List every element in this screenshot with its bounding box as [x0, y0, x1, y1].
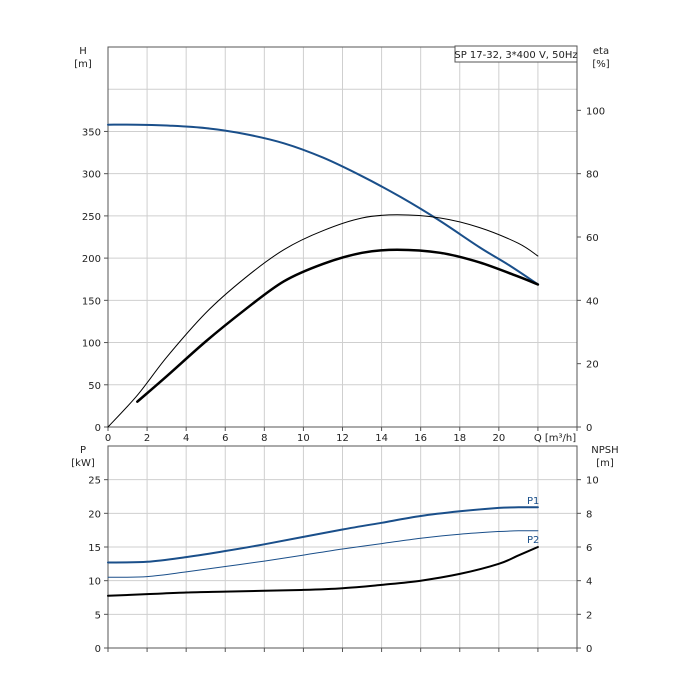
- left-tick-label: 50: [88, 381, 101, 392]
- top-series-line-2: [136, 248, 540, 403]
- p1-series-label: P1: [527, 496, 539, 507]
- left-tick-label: 200: [82, 254, 101, 265]
- bottom-left-axis-unit: [kW]: [71, 458, 95, 469]
- top-right-axis-unit: [%]: [592, 59, 609, 70]
- bottom-right-axis-unit: [m]: [596, 458, 614, 469]
- bottom-series: [107, 506, 539, 597]
- left-tick-label: 0: [95, 423, 101, 434]
- right-tick-label: 6: [586, 543, 592, 554]
- right-tick-label: 60: [586, 233, 599, 244]
- bottom-ticks: 0 5 10 15 20 25 0 2 4 6 8 10: [88, 476, 598, 655]
- x-tick-label: 18: [453, 433, 466, 444]
- left-tick-label: 10: [88, 577, 101, 588]
- top-ticks: 0 2 4 6 8 10 12 14 16 18 2005010015020025030035002…: [82, 106, 605, 444]
- right-tick-label: 20: [586, 360, 599, 371]
- x-tick-label: 10: [297, 433, 310, 444]
- bottom-left-axis-title: P: [80, 445, 86, 456]
- left-tick-label: 350: [82, 127, 101, 138]
- bottom-series-line-0: [107, 506, 539, 564]
- right-tick-label: 40: [586, 296, 599, 307]
- right-tick-label: 10: [586, 476, 599, 487]
- x-tick-label: 14: [375, 433, 388, 444]
- bottom-right-axis-title: NPSH: [591, 445, 618, 456]
- right-tick-label: 2: [586, 610, 592, 621]
- chart-title: SP 17-32, 3*400 V, 50Hz: [454, 50, 577, 61]
- right-tick-label: 100: [586, 106, 605, 117]
- p2-series-label: P2: [527, 535, 539, 546]
- bottom-series-line-2: [107, 546, 539, 597]
- left-tick-label: 15: [88, 543, 101, 554]
- x-tick-label: 16: [414, 433, 427, 444]
- right-tick-label: 0: [586, 644, 592, 655]
- x-tick-label: 4: [183, 433, 189, 444]
- top-series-line-0: [107, 123, 539, 286]
- x-tick-label: 20: [492, 433, 505, 444]
- right-tick-label: 8: [586, 509, 592, 520]
- left-tick-label: 150: [82, 296, 101, 307]
- head-efficiency-chart: 0 2 4 6 8 10 12 14 16 18 2005010015020025030035002…: [74, 45, 610, 444]
- x-axis-label: Q [m³/h]: [534, 433, 576, 444]
- top-left-axis-unit: [m]: [74, 59, 92, 70]
- left-tick-label: 25: [88, 476, 101, 487]
- left-tick-label: 100: [82, 339, 101, 350]
- chart-title-box: [454, 45, 578, 63]
- top-right-axis-title: eta: [593, 46, 609, 57]
- top-series-line-1: [107, 214, 539, 428]
- top-series: [107, 123, 540, 428]
- left-tick-label: 5: [95, 610, 101, 621]
- x-tick-label: 12: [336, 433, 349, 444]
- right-tick-label: 80: [586, 170, 599, 181]
- left-tick-label: 300: [82, 170, 101, 181]
- left-tick-label: 250: [82, 212, 101, 223]
- left-tick-label: 20: [88, 509, 101, 520]
- x-tick-label: 8: [261, 433, 267, 444]
- top-left-axis-title: H: [79, 46, 87, 57]
- right-tick-label: 4: [586, 577, 592, 588]
- bottom-series-line-1: [107, 530, 539, 578]
- right-tick-label: 0: [586, 423, 592, 434]
- x-tick-label: 2: [144, 433, 150, 444]
- power-npsh-chart: 0 5 10 15 20 25 0 2 4 6 8 10 P [kW] NPSH [m] P1 P2: [71, 445, 618, 655]
- x-tick-label: 6: [222, 433, 228, 444]
- x-tick-label: 0: [105, 433, 111, 444]
- left-tick-label: 0: [95, 644, 101, 655]
